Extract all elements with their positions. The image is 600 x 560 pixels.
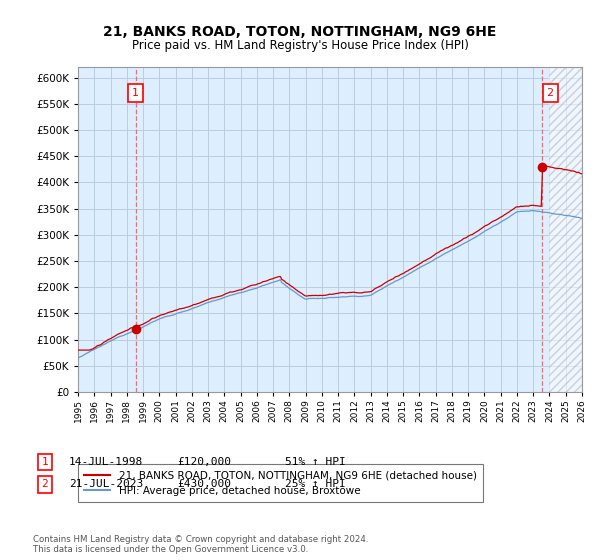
Text: 2: 2: [41, 479, 49, 489]
Text: 1: 1: [41, 457, 49, 467]
Text: 21, BANKS ROAD, TOTON, NOTTINGHAM, NG9 6HE: 21, BANKS ROAD, TOTON, NOTTINGHAM, NG9 6…: [103, 25, 497, 39]
Text: 2: 2: [547, 88, 554, 98]
Text: Price paid vs. HM Land Registry's House Price Index (HPI): Price paid vs. HM Land Registry's House …: [131, 39, 469, 52]
Text: 25% ↑ HPI: 25% ↑ HPI: [285, 479, 346, 489]
Bar: [550, 67, 582, 392]
Text: 14-JUL-1998: 14-JUL-1998: [69, 457, 143, 467]
Text: 1: 1: [132, 88, 139, 98]
Text: Contains HM Land Registry data © Crown copyright and database right 2024.
This d: Contains HM Land Registry data © Crown c…: [33, 535, 368, 554]
Legend: 21, BANKS ROAD, TOTON, NOTTINGHAM, NG9 6HE (detached house), HPI: Average price,: 21, BANKS ROAD, TOTON, NOTTINGHAM, NG9 6…: [78, 464, 483, 502]
Bar: [550, 67, 582, 392]
Text: £430,000: £430,000: [177, 479, 231, 489]
Text: 51% ↑ HPI: 51% ↑ HPI: [285, 457, 346, 467]
Text: £120,000: £120,000: [177, 457, 231, 467]
Text: 21-JUL-2023: 21-JUL-2023: [69, 479, 143, 489]
